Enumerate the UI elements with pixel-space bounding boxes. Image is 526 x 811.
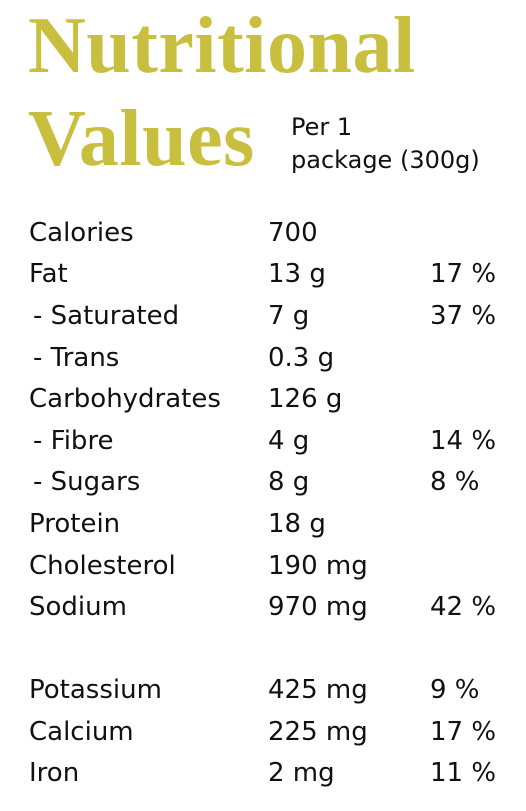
nutrient-daily-value: 37 % [430, 301, 497, 331]
nutrient-row-cholesterol: Cholesterol 190 mg [0, 546, 526, 586]
nutrient-label: Sodium [29, 592, 127, 622]
serving-size-line-2: package (300g) [291, 146, 480, 174]
nutrient-label: - Sugars [33, 467, 141, 497]
nutrient-amount: 8 g [268, 467, 310, 497]
nutrient-daily-value: 14 % [430, 426, 497, 456]
nutrient-row-calcium: Calcium 225 mg 17 % [0, 712, 526, 752]
nutrient-label: - Fibre [33, 426, 114, 456]
nutrient-daily-value: 9 % [430, 675, 480, 705]
nutrient-amount: 13 g [268, 259, 326, 289]
nutrient-amount: 425 mg [268, 675, 368, 705]
nutrient-label: Calcium [29, 717, 134, 747]
nutrient-amount: 0.3 g [268, 343, 335, 373]
nutrient-row-potassium: Potassium 425 mg 9 % [0, 670, 526, 710]
nutrient-amount: 7 g [268, 301, 310, 331]
title-line-1: Nutritional [28, 2, 416, 90]
nutrient-label: Calories [29, 218, 134, 248]
serving-size-line-1: Per 1 [291, 113, 353, 141]
nutrient-row-calories: Calories 700 [0, 213, 526, 253]
nutrient-amount: 225 mg [268, 717, 368, 747]
nutrient-label: Fat [29, 259, 68, 289]
nutrient-daily-value: 11 % [430, 758, 497, 788]
nutrient-amount: 18 g [268, 509, 326, 539]
nutrient-amount: 126 g [268, 384, 343, 414]
nutrient-row-carbohydrates: Carbohydrates 126 g [0, 379, 526, 419]
nutrient-row-fat: Fat 13 g 17 % [0, 254, 526, 294]
nutrient-label: Carbohydrates [29, 384, 221, 414]
serving-size: Per 1 package (300g) [291, 111, 480, 177]
nutrient-row-protein: Protein 18 g [0, 504, 526, 544]
nutrient-amount: 2 mg [268, 758, 335, 788]
nutrient-row-trans: - Trans 0.3 g [0, 338, 526, 378]
nutrient-label: Iron [29, 758, 80, 788]
nutrient-amount: 4 g [268, 426, 310, 456]
nutrient-daily-value: 17 % [430, 259, 497, 289]
nutrient-label: Potassium [29, 675, 162, 705]
nutrient-amount: 970 mg [268, 592, 368, 622]
nutrient-daily-value: 8 % [430, 467, 480, 497]
nutrient-row-iron: Iron 2 mg 11 % [0, 753, 526, 793]
title-line-2: Values [28, 95, 255, 183]
nutrient-daily-value: 17 % [430, 717, 497, 747]
nutrient-daily-value: 42 % [430, 592, 497, 622]
nutrient-label: Cholesterol [29, 551, 176, 581]
nutrient-label: Protein [29, 509, 121, 539]
nutrient-amount: 190 mg [268, 551, 368, 581]
nutrient-row-saturated: - Saturated 7 g 37 % [0, 296, 526, 336]
nutrient-label: - Trans [33, 343, 120, 373]
nutrient-row-sugars: - Sugars 8 g 8 % [0, 462, 526, 502]
nutrient-amount: 700 [268, 218, 318, 248]
nutrient-row-fibre: - Fibre 4 g 14 % [0, 421, 526, 461]
nutrient-row-sodium: Sodium 970 mg 42 % [0, 587, 526, 627]
nutrient-label: - Saturated [33, 301, 180, 331]
